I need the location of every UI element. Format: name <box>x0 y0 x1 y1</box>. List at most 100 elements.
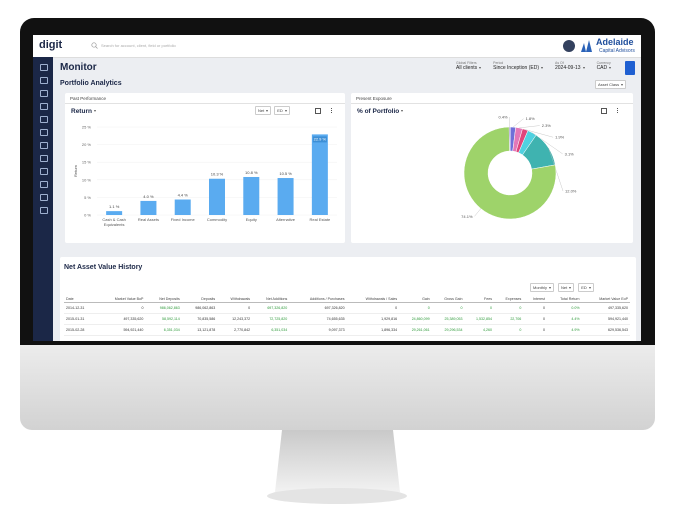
nav-icon[interactable] <box>40 155 48 162</box>
filter[interactable]: As Of 2024-09-13 <box>552 60 588 76</box>
nav-controls: Monthly Net ED <box>530 283 594 292</box>
sidebar <box>33 57 53 341</box>
nav-icon[interactable] <box>40 64 48 71</box>
stand-base <box>267 488 407 504</box>
filter-value-text: Since Inception (ED) <box>493 65 539 71</box>
slice-label: 1.8% <box>526 116 536 121</box>
table-cell: 2015-02-28 <box>66 328 85 332</box>
table-cell: 0 <box>519 328 522 332</box>
nav-icon[interactable] <box>40 90 48 97</box>
table-cell: 12,243,372 <box>232 317 251 321</box>
nav-icon[interactable] <box>40 77 48 84</box>
table-cell: 0 <box>542 306 545 310</box>
caret <box>284 109 287 112</box>
control[interactable]: Net <box>558 283 575 292</box>
menu-dot[interactable] <box>331 110 332 111</box>
y-tick-label: 15 % <box>82 160 92 165</box>
nav-title: Net Asset Value History <box>64 264 143 271</box>
donut-chart: 0.4% 1.8% 2.3% 1.9% 3.1% 12.0% 74.1% <box>461 115 577 220</box>
column-header: Withdrawals <box>217 297 253 303</box>
filter-label: Global Filters <box>456 61 477 65</box>
nav-icon[interactable] <box>40 207 48 214</box>
caret <box>93 110 96 113</box>
table-cell: 1,532,854 <box>476 317 493 321</box>
column-header: Gain <box>399 297 432 303</box>
table-cell: 0 <box>542 317 545 321</box>
control[interactable]: Net <box>255 106 272 115</box>
x-tick-label: Real Estate <box>309 217 331 222</box>
menu-dot[interactable] <box>331 108 332 109</box>
exposure-panel: Present Exposure % of Portfolio 0.4% 1.8% 2.… <box>351 93 633 243</box>
chart-title: Return <box>71 108 92 115</box>
control-text: ED <box>277 108 283 113</box>
column-header: Withdrawals / Sales <box>346 297 400 303</box>
caret <box>479 66 482 69</box>
table-cell: 594,921,440 <box>608 317 628 321</box>
x-tick-label: Cash & Cash Equivalents <box>102 217 126 227</box>
search-icon[interactable] <box>91 42 98 49</box>
filter-value-text: CAD <box>596 65 608 71</box>
table-cell: 58,592,114 <box>162 317 180 321</box>
table-cell: 2015-01-31 <box>66 317 85 321</box>
expand-icon[interactable] <box>315 108 321 114</box>
expand-icon[interactable] <box>601 108 607 114</box>
menu-dot[interactable] <box>617 112 618 113</box>
chart-title-wrap: Return <box>71 108 96 115</box>
chart-title-wrap: % of Portfolio <box>357 108 404 115</box>
table-cell: 74,655,635 <box>326 317 345 321</box>
nav-icon[interactable] <box>40 103 48 110</box>
chart-controls: Net ED <box>255 106 290 115</box>
header-row: Date Market Value BoP Net Deposits Deposits… <box>64 297 630 303</box>
control[interactable]: Monthly <box>530 283 555 292</box>
column-header: Market Value BoP <box>97 297 146 303</box>
filter-value: All clients <box>456 65 482 71</box>
control[interactable]: ED <box>274 106 290 115</box>
nav-icon[interactable] <box>40 194 48 201</box>
divider <box>351 103 633 104</box>
table-row: 2014-12-31 0 986,062,863 986,062,863 0 697,32… <box>64 303 630 314</box>
leader-line <box>512 118 524 128</box>
caret <box>609 66 612 69</box>
asset-class-select[interactable]: Asset Class <box>595 80 627 89</box>
nav-icon[interactable] <box>40 129 48 136</box>
table-cell: 4.9% <box>571 328 580 332</box>
avatar[interactable] <box>563 40 575 52</box>
filter[interactable]: Currency CAD <box>594 60 615 76</box>
table-cell: 0 <box>248 306 251 310</box>
bar <box>106 211 123 215</box>
filter[interactable]: Global Filters All clients <box>453 60 484 76</box>
table-cell: 0 <box>427 306 430 310</box>
table-cell: 986,062,863 <box>195 306 216 310</box>
table-cell: 497,335,620 <box>608 306 628 310</box>
x-tick-label: Alternative <box>276 217 296 222</box>
logo: digit <box>39 39 63 51</box>
leader-line <box>525 129 554 138</box>
filters: Global Filters All clients Period Since Inc… <box>453 60 614 76</box>
y-tick-label: 25 % <box>82 125 92 130</box>
menu-dot[interactable] <box>617 108 618 109</box>
y-tick-label: 20 % <box>82 142 92 147</box>
filter-label: Currency <box>596 61 611 65</box>
value-label: 4.0 % <box>143 194 154 199</box>
bar <box>243 176 260 215</box>
table-cell: 1,929,816 <box>381 317 398 321</box>
value-label: 22.9 % <box>314 137 327 142</box>
nav-icon[interactable] <box>40 142 48 149</box>
menu-dot[interactable] <box>331 112 332 113</box>
control[interactable]: ED <box>578 283 594 292</box>
nav-icon[interactable] <box>40 116 48 123</box>
table-cell: 0.0% <box>571 306 580 310</box>
search-input[interactable]: Search for account, client, field or por… <box>101 43 176 48</box>
control-text: Net <box>561 285 568 290</box>
filter-label: Period <box>493 61 504 65</box>
nav-icon[interactable] <box>40 168 48 175</box>
nav-icon[interactable] <box>40 181 48 188</box>
slice-label: 74.1% <box>461 214 473 219</box>
menu-dot[interactable] <box>617 110 618 111</box>
column-header: Additions / Purchases <box>289 297 347 303</box>
column-header: Total Return <box>546 297 582 303</box>
table-cell: 24,860,099 <box>411 317 430 321</box>
more-button[interactable] <box>625 61 635 75</box>
filter[interactable]: Period Since Inception (ED) <box>490 60 546 76</box>
